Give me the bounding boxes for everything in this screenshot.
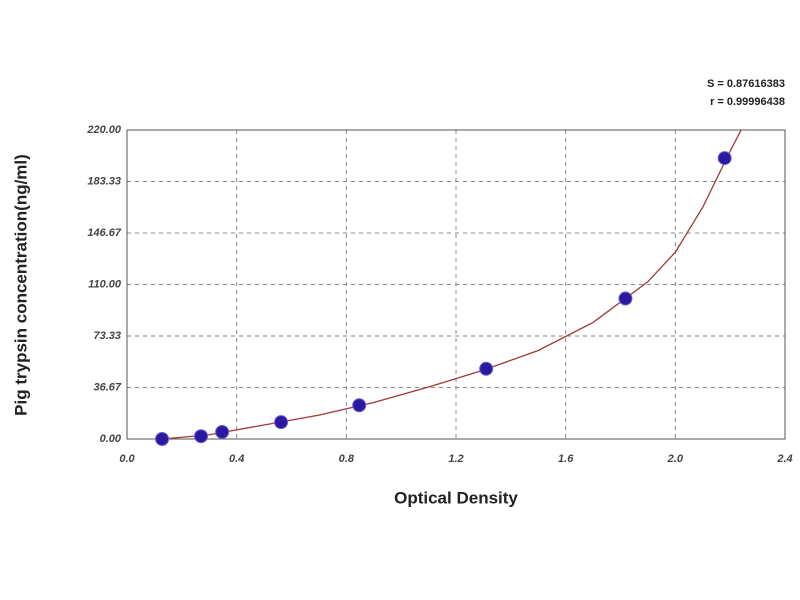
- data-point: [215, 424, 230, 439]
- y-tick-label: 183.33: [87, 175, 121, 187]
- x-tick-label: 1.6: [558, 453, 574, 465]
- data-point: [618, 291, 633, 306]
- data-point: [155, 432, 170, 446]
- y-axis-label: Pig trypsin concentration(ng/ml): [11, 154, 30, 416]
- x-tick-label: 0.8: [339, 453, 355, 465]
- annotation: r = 0.99996438: [710, 96, 785, 108]
- y-tick-label: 73.33: [93, 330, 121, 342]
- annotation: S = 0.87616383: [707, 78, 785, 90]
- data-point: [274, 415, 289, 430]
- x-tick-label: 1.2: [448, 453, 463, 465]
- fit-curve: [162, 129, 742, 440]
- y-tick-label: 146.67: [87, 227, 122, 239]
- data-point: [352, 398, 367, 413]
- plot-frame: [126, 129, 786, 440]
- x-tick-label: 0.0: [119, 453, 135, 465]
- y-tick-label: 0.00: [100, 433, 122, 445]
- data-point: [717, 151, 732, 166]
- y-tick-label: 36.67: [93, 381, 121, 393]
- x-axis-label: Optical Density: [394, 488, 518, 507]
- x-tick-label: 2.0: [667, 453, 684, 465]
- x-tick-label: 2.4: [776, 453, 792, 465]
- y-tick-label: 110.00: [88, 278, 122, 290]
- data-point: [194, 429, 209, 444]
- x-tick-label: 0.4: [229, 453, 244, 465]
- data-point: [479, 361, 494, 376]
- y-tick-label: 220.00: [86, 124, 122, 136]
